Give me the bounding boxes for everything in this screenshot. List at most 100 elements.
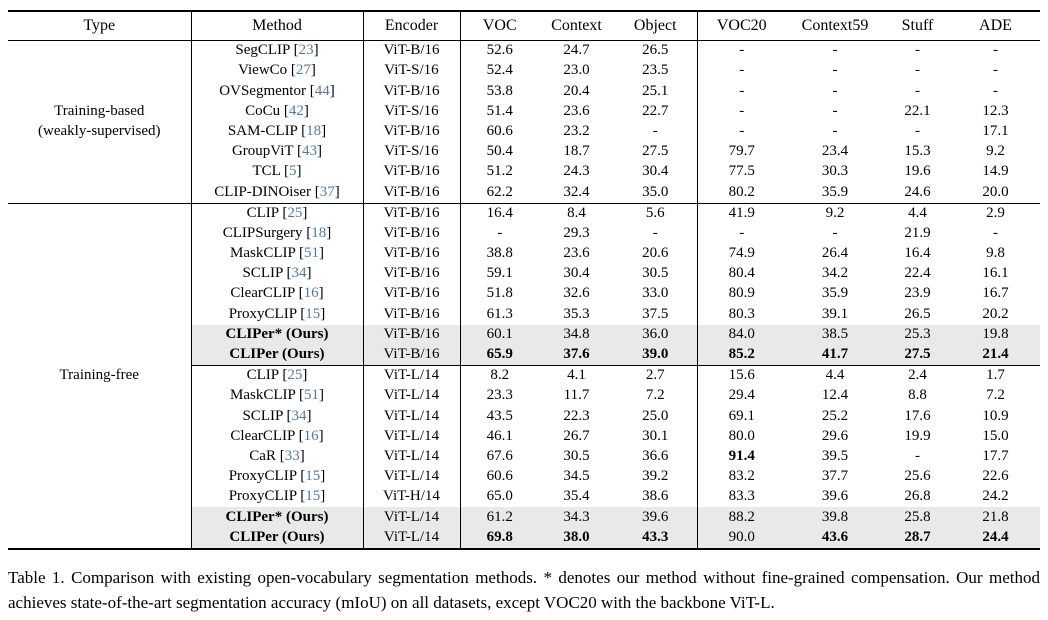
value-cell: 23.9 — [904, 285, 931, 302]
value-cell: 29.4 — [728, 387, 755, 404]
method-cell: GroupViT [43] — [191, 141, 364, 163]
value-cell: 17.1 — [982, 122, 1009, 139]
value-cell: 69.1 — [728, 407, 755, 424]
encoder-cell: ViT-L/14 — [363, 446, 461, 467]
value-cell: 21.9 — [904, 224, 931, 241]
citation-link[interactable]: 34 — [291, 407, 307, 424]
value-cell: 25.1 — [614, 81, 698, 102]
citation-link[interactable]: 23 — [298, 42, 314, 59]
citation-link[interactable]: 25 — [287, 367, 303, 384]
citation-link[interactable]: 16 — [303, 427, 319, 444]
value-cell: 2.7 — [614, 365, 698, 387]
value-cell: 26.5 — [614, 40, 698, 62]
value-cell: 7.2 — [614, 386, 698, 407]
citation-link[interactable]: 34 — [291, 265, 307, 282]
value-cell: 23.2 — [563, 122, 590, 139]
method-cell: TCL [5] — [191, 162, 364, 183]
value-cell: 52.6 — [486, 42, 513, 59]
citation-link[interactable]: 15 — [305, 305, 321, 322]
value-cell: 32.4 — [563, 183, 590, 200]
table-caption: Table 1. Comparison with existing open-v… — [8, 567, 1040, 613]
type-cell: Training-free — [8, 202, 192, 549]
citation-link[interactable]: 33 — [284, 447, 300, 464]
value-cell: - — [739, 102, 745, 119]
citation-link[interactable]: 16 — [303, 285, 319, 302]
table-body: Training-based (weakly-supervised) SegCLIP… — [8, 40, 1040, 549]
value-cell: 53.8 — [486, 82, 513, 99]
value-cell: 35.4 — [563, 488, 590, 505]
value-cell: 15.3 — [904, 143, 931, 160]
citation-link[interactable]: 18 — [311, 224, 327, 241]
encoder-cell: ViT-B/16 — [363, 121, 461, 142]
value-cell: 20.0 — [982, 183, 1009, 200]
value-cell: 17.6 — [904, 407, 931, 424]
value-cell: - — [915, 82, 920, 99]
value-cell: 67.6 — [486, 447, 513, 464]
citation-link[interactable]: 51 — [304, 245, 320, 262]
value-cell: 2.9 — [951, 202, 1040, 224]
method-cell: CLIP [25] — [191, 202, 364, 224]
value-cell: 38.8 — [486, 245, 513, 262]
citation-link[interactable]: 37 — [319, 183, 335, 200]
method-name: CoCu — [245, 102, 281, 119]
method-name: ProxyCLIP — [228, 468, 297, 485]
value-cell: 26.7 — [563, 427, 590, 444]
value-cell: 35.0 — [614, 182, 698, 203]
citation-link[interactable]: 5 — [289, 163, 297, 180]
method-cell: SCLIP [34] — [191, 406, 364, 427]
encoder-cell: ViT-B/16 — [363, 202, 461, 224]
value-cell: 33.0 — [614, 284, 698, 305]
value-cell: 23.5 — [614, 61, 698, 82]
value-cell: 19.9 — [904, 427, 931, 444]
value-cell: 22.1 — [904, 102, 931, 119]
value-cell: 51.8 — [486, 285, 513, 302]
value-cell: 22.3 — [563, 407, 590, 424]
value-cell: 30.4 — [614, 162, 698, 183]
value-cell: 25.8 — [884, 507, 951, 528]
citation-link[interactable]: 27 — [295, 62, 311, 79]
value-cell: 69.8 — [460, 527, 539, 549]
method-name: GroupViT — [231, 143, 294, 160]
method-cell: SegCLIP [23] — [191, 40, 364, 62]
value-cell: - — [614, 223, 698, 244]
table-row: SCLIP [34] ViT-L/14 43.5 22.3 25.0 69.1 25.2 17… — [8, 406, 1040, 427]
value-cell: 34.2 — [821, 265, 849, 282]
citation-link[interactable]: 18 — [306, 122, 322, 139]
citation-link[interactable]: 25 — [287, 204, 303, 221]
value-cell: 88.2 — [697, 507, 786, 528]
value-cell: 18.7 — [563, 143, 590, 160]
method-name: CLIP — [246, 204, 279, 221]
table-row: MaskCLIP [51] ViT-B/16 38.8 23.6 20.6 74.9 26.… — [8, 243, 1040, 265]
value-cell: 21.8 — [951, 507, 1040, 528]
value-cell: 37.5 — [614, 304, 698, 325]
citation-link[interactable]: 43 — [302, 143, 318, 160]
table-row: ProxyCLIP [15] ViT-L/14 60.6 34.5 39.2 83.2 37… — [8, 466, 1040, 488]
citation-link[interactable]: 15 — [305, 488, 321, 505]
value-cell: 37.6 — [539, 344, 614, 366]
citation-link[interactable]: 42 — [288, 102, 304, 119]
column-header-encoder: Encoder — [363, 11, 461, 41]
value-cell: 12.4 — [821, 387, 849, 404]
method-name: CLIPer* (Ours) — [225, 508, 329, 525]
table-row: ClearCLIP [16] ViT-L/14 46.1 26.7 30.1 80.0 29… — [8, 426, 1040, 447]
value-cell: 43.6 — [786, 527, 884, 549]
value-cell: 30.5 — [614, 264, 698, 285]
citation-link[interactable]: 51 — [304, 387, 320, 404]
encoder-cell: ViT-B/16 — [363, 243, 461, 265]
method-name: SCLIP — [242, 407, 283, 424]
value-cell: 34.5 — [563, 468, 590, 485]
value-cell: 59.1 — [486, 265, 513, 282]
method-cell: MaskCLIP [51] — [191, 243, 364, 265]
encoder-cell: ViT-B/16 — [363, 223, 461, 244]
value-cell: 38.5 — [786, 324, 884, 345]
value-cell: 85.2 — [697, 344, 786, 366]
value-cell: - — [739, 42, 745, 59]
value-cell: - — [993, 62, 998, 79]
table-row: OVSegmentor [44] ViT-B/16 53.8 20.4 25.1 - - - - — [8, 81, 1040, 102]
value-cell: 19.6 — [904, 163, 931, 180]
value-cell: - — [832, 82, 838, 99]
citation-link[interactable]: 15 — [305, 468, 321, 485]
method-cell: ViewCo [27] — [191, 61, 364, 82]
value-cell: 80.4 — [728, 265, 755, 282]
citation-link[interactable]: 44 — [314, 82, 330, 99]
